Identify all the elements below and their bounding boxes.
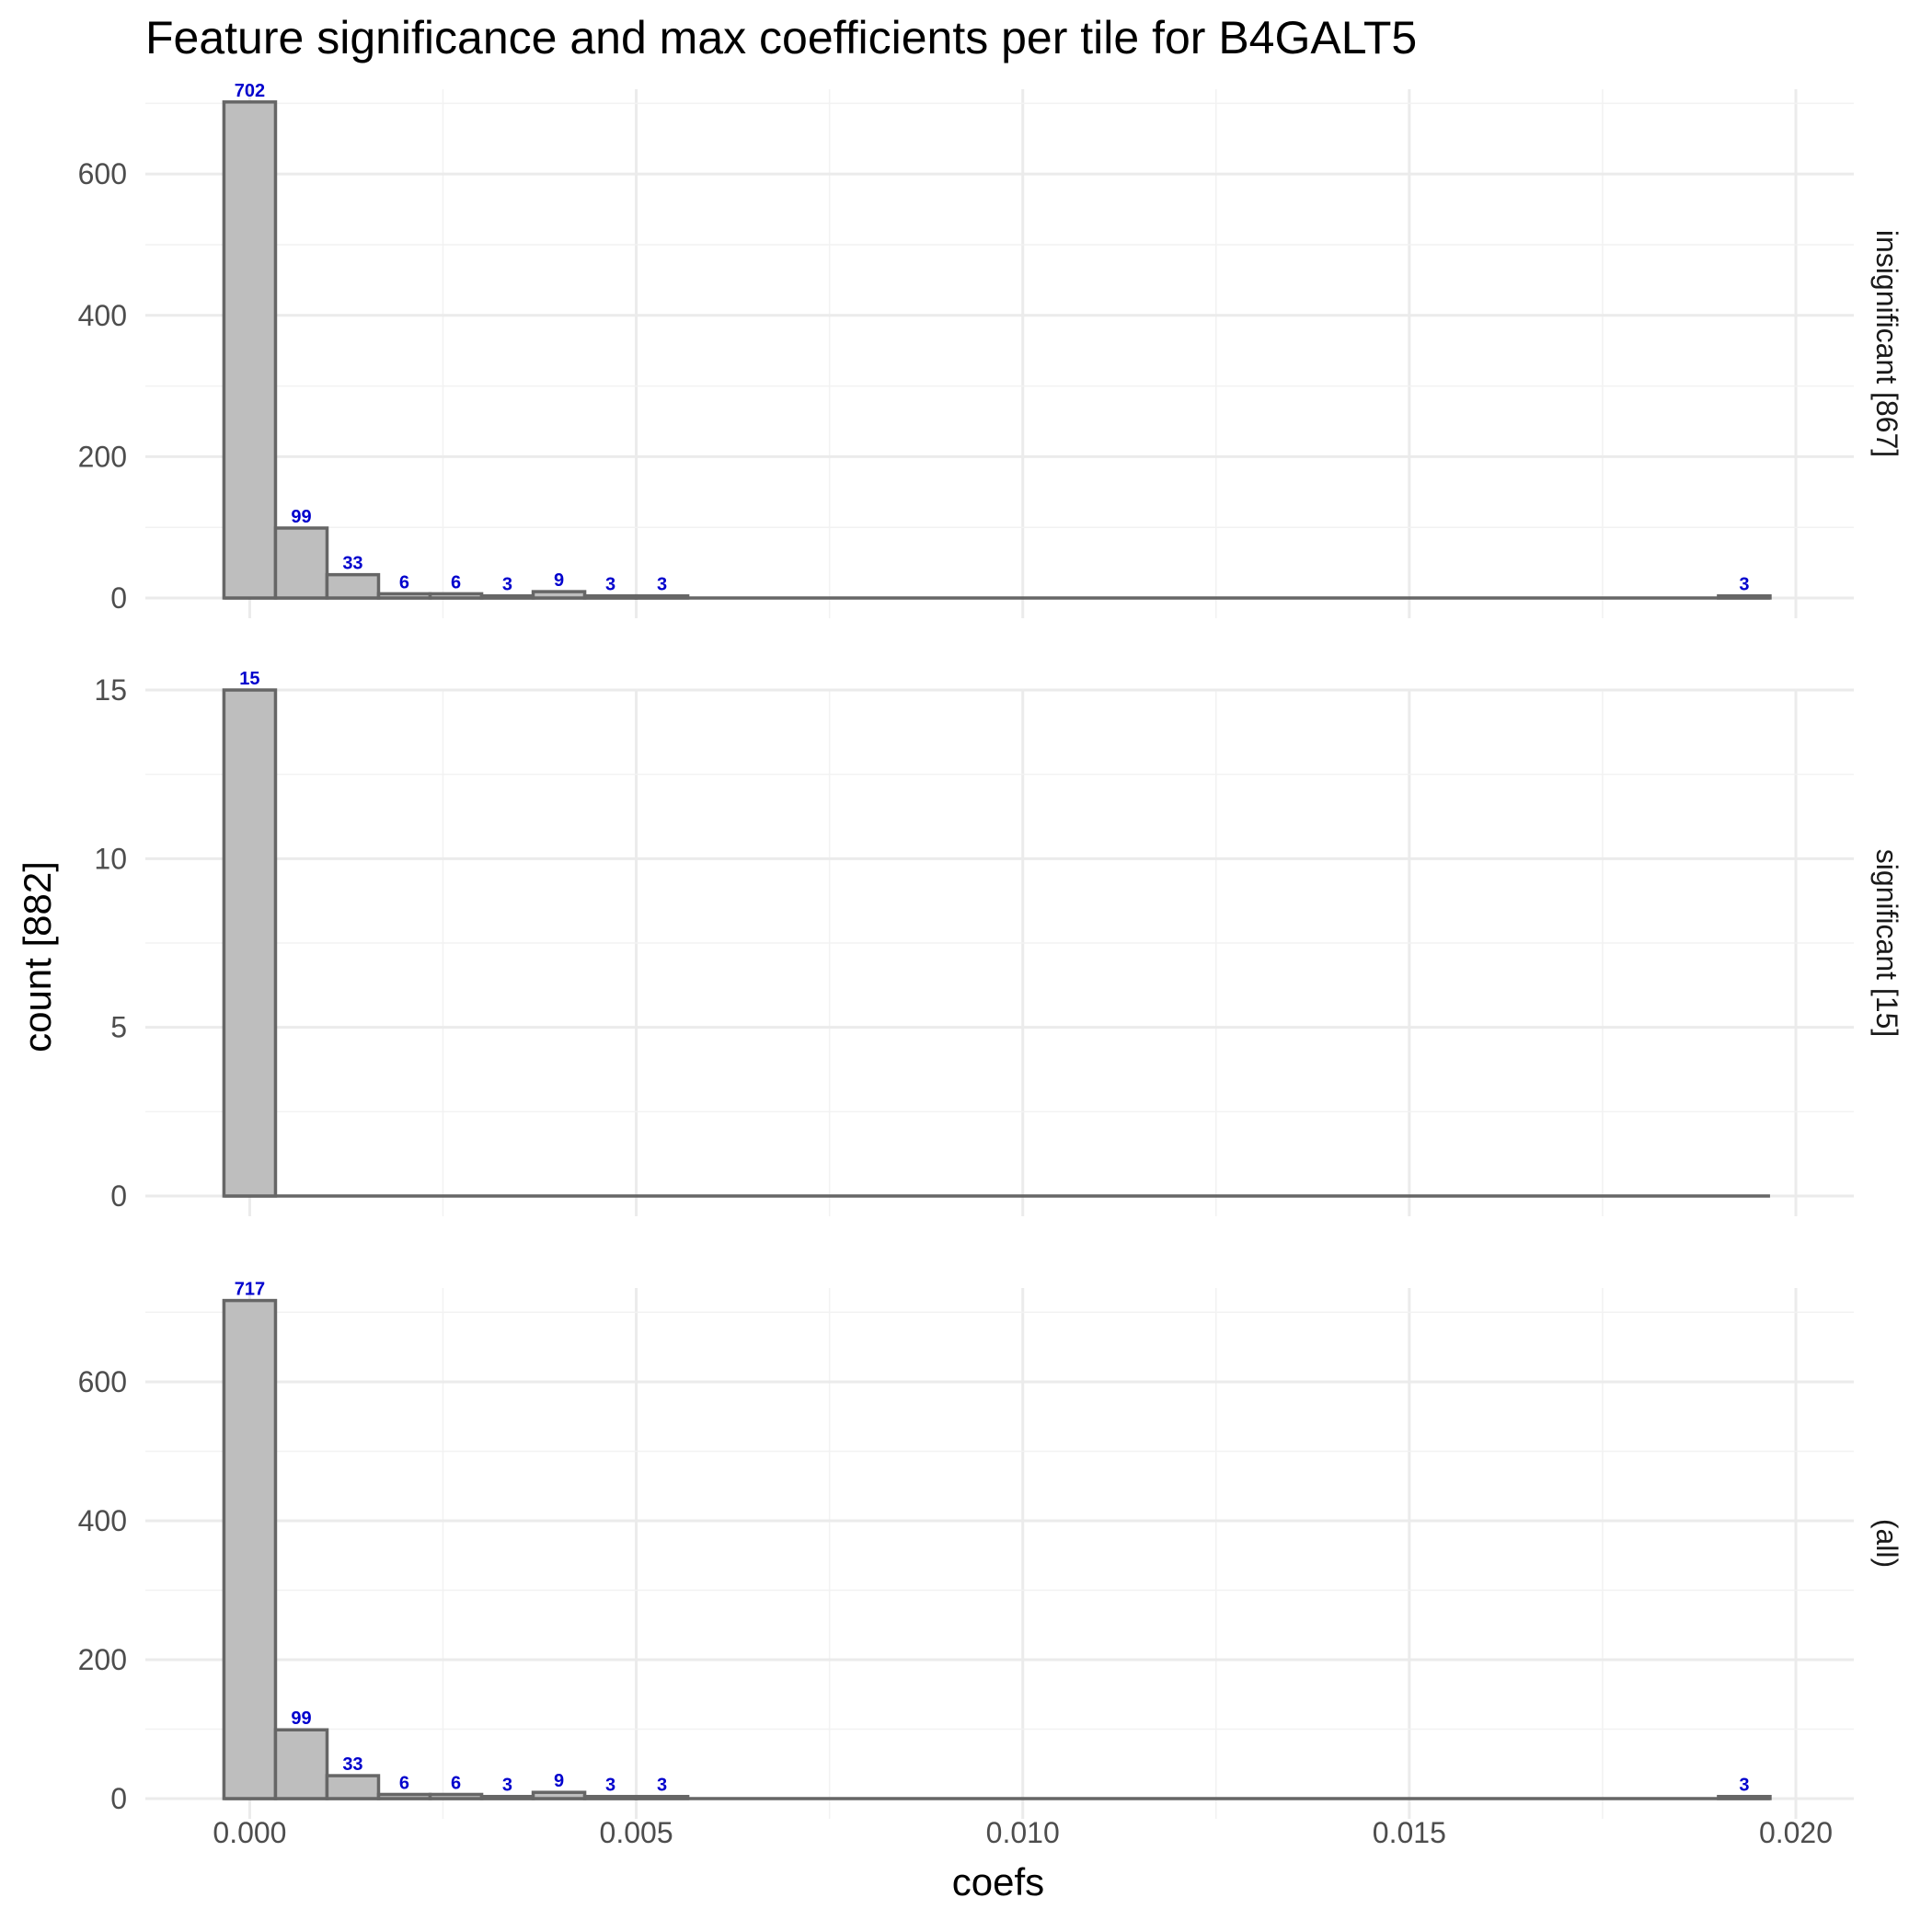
x-axis-ticks: 0.000 0.005 0.010 0.015 0.020 (213, 1816, 1833, 1849)
histogram-bar (1717, 1794, 1772, 1800)
bar-value-label: 99 (291, 507, 311, 527)
y-tick-label: 600 (78, 157, 127, 190)
y-axis-title: count [882] (16, 861, 59, 1052)
y-tick-label: 200 (78, 1643, 127, 1676)
histogram-bar (479, 593, 535, 600)
y-tick-label: 0 (110, 1179, 127, 1213)
bar-value-label: 9 (554, 570, 564, 591)
y-tick-label: 10 (94, 842, 127, 875)
bar-value-label: 33 (342, 1754, 362, 1775)
histogram-bar (428, 592, 484, 600)
bar-value-label: 3 (1739, 575, 1749, 595)
histogram-bar (1717, 593, 1772, 600)
histogram-bar (273, 1728, 329, 1800)
x-tick-label: 0.015 (1373, 1816, 1446, 1849)
bar-value-label: 3 (1739, 1776, 1749, 1796)
histogram-bar (222, 100, 278, 600)
bar-value-label: 99 (291, 1708, 311, 1729)
bar-value-label: 6 (451, 1773, 461, 1793)
bar-value-label: 3 (657, 1776, 667, 1796)
histogram-bar (325, 1774, 381, 1800)
facet-strip-label: significant [15] (1870, 849, 1903, 1038)
x-tick-label: 0.020 (1759, 1816, 1833, 1849)
bar-value-label: 3 (605, 575, 615, 595)
bar-value-label: 3 (502, 575, 512, 595)
x-axis-title: coefs (952, 1860, 1044, 1903)
y-tick-label: 400 (78, 299, 127, 332)
bar-value-label: 33 (342, 554, 362, 574)
histogram-bar (222, 1298, 278, 1800)
chart-title: Feature significance and max coefficient… (145, 12, 1417, 63)
facet-panel-2: 0 5 10 15 15 significant [15] (94, 669, 1903, 1216)
histogram-bar (428, 1792, 484, 1800)
histogram-bar (273, 526, 329, 600)
x-tick-label: 0.010 (986, 1816, 1060, 1849)
bar-value-label: 6 (451, 572, 461, 592)
x-tick-label: 0.005 (600, 1816, 673, 1849)
histogram-bar (531, 590, 587, 600)
histogram-bar (634, 593, 690, 600)
bar-value-label: 717 (235, 1280, 265, 1300)
histogram-bar (376, 592, 432, 600)
y-tick-label: 600 (78, 1365, 127, 1398)
bar-value-label: 3 (657, 575, 667, 595)
y-tick-label: 0 (110, 1782, 127, 1815)
bar-value-label: 3 (605, 1776, 615, 1796)
histogram-bar (531, 1790, 587, 1800)
bar-value-label: 15 (239, 669, 259, 689)
histogram-bar (582, 1794, 638, 1800)
bar-value-label: 3 (502, 1776, 512, 1796)
y-tick-label: 5 (110, 1011, 127, 1044)
bar-value-label: 6 (399, 1773, 409, 1793)
histogram-bar (634, 1794, 690, 1800)
facet-strip-label: (all) (1870, 1519, 1903, 1568)
y-tick-label: 0 (110, 581, 127, 615)
y-tick-label: 200 (78, 440, 127, 473)
x-tick-label: 0.000 (213, 1816, 286, 1849)
histogram-bar (582, 593, 638, 600)
y-tick-label: 400 (78, 1504, 127, 1537)
y-tick-label: 15 (94, 673, 127, 707)
facet-strip-label: insignificant [867] (1870, 230, 1903, 457)
bar-value-label: 6 (399, 572, 409, 592)
histogram-bar (479, 1794, 535, 1800)
bar-value-label: 9 (554, 1771, 564, 1791)
histogram-bar (222, 688, 278, 1198)
histogram-bar (376, 1792, 432, 1800)
bar-value-label: 702 (235, 81, 265, 101)
histogram-bar (325, 572, 381, 600)
